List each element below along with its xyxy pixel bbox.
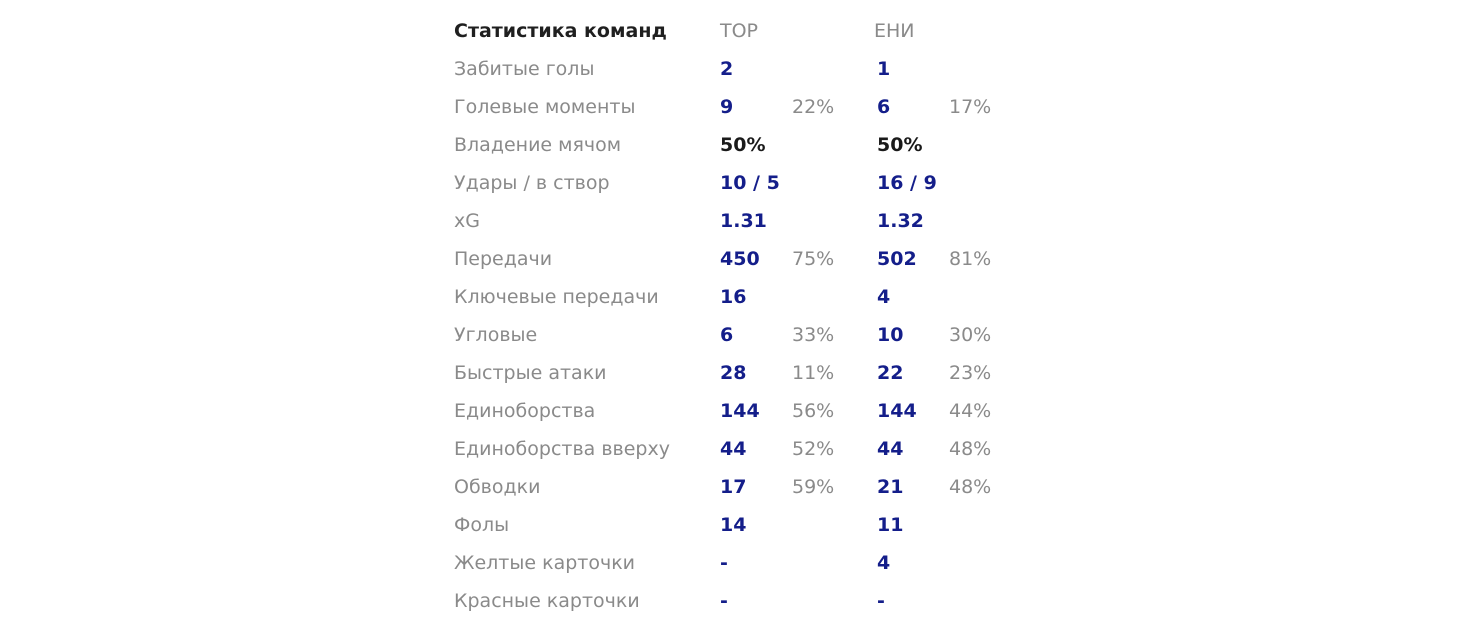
team2-value: 50%: [877, 134, 923, 156]
stat-row-fast-attacks: Быстрые атаки 28 11% 22 23%: [454, 354, 1014, 392]
team2-percent: 44%: [949, 400, 992, 422]
team2-percent: 17%: [949, 96, 992, 118]
team2-value: 1: [877, 58, 891, 80]
stat-label: Единоборства: [454, 400, 596, 422]
team2-value: 1.32: [877, 210, 924, 232]
stat-label: Ключевые передачи: [454, 286, 659, 308]
stat-row-chances: Голевые моменты 9 22% 6 17%: [454, 88, 1014, 126]
team2-value: 4: [877, 552, 891, 574]
team1-value: 10 / 5: [720, 172, 780, 194]
stat-label: Желтые карточки: [454, 552, 636, 574]
stat-row-red-cards: Красные карточки - -: [454, 582, 1014, 620]
team2-value: 44: [877, 438, 904, 460]
team2-percent: 23%: [949, 362, 992, 384]
team1-value: 144: [720, 400, 760, 422]
team2-value: 144: [877, 400, 917, 422]
stat-row-aerial-duels: Единоборства вверху 44 52% 44 48%: [454, 430, 1014, 468]
team2-value: 21: [877, 476, 904, 498]
stat-label: Голевые моменты: [454, 96, 636, 118]
team2-value: 502: [877, 248, 917, 270]
stat-row-yellow-cards: Желтые карточки - 4: [454, 544, 1014, 582]
team1-value: 2: [720, 58, 734, 80]
team2-value: 11: [877, 514, 904, 536]
team-stats-table: Статистика команд ТОР ЕНИ Забитые голы 2…: [454, 12, 1014, 620]
stats-header-row: Статистика команд ТОР ЕНИ: [454, 12, 1014, 50]
stats-title: Статистика команд: [454, 20, 667, 42]
stat-label: Передачи: [454, 248, 553, 270]
stat-label: Быстрые атаки: [454, 362, 607, 384]
team1-value: -: [720, 552, 728, 574]
team2-value: -: [877, 590, 885, 612]
stat-label: Обводки: [454, 476, 541, 498]
stat-label: Угловые: [454, 324, 538, 346]
team1-value: 9: [720, 96, 734, 118]
team1-percent: 11%: [792, 362, 835, 384]
stat-row-key-passes: Ключевые передачи 16 4: [454, 278, 1014, 316]
team1-value: 450: [720, 248, 760, 270]
team1-percent: 59%: [792, 476, 835, 498]
team1-value: 14: [720, 514, 747, 536]
team1-value: 50%: [720, 134, 766, 156]
stat-label: Единоборства вверху: [454, 438, 670, 460]
team2-name: ЕНИ: [874, 20, 915, 42]
stat-label: Удары / в створ: [454, 172, 610, 194]
team1-value: 44: [720, 438, 747, 460]
team1-value: 17: [720, 476, 747, 498]
team1-percent: 52%: [792, 438, 835, 460]
stat-row-goals: Забитые голы 2 1: [454, 50, 1014, 88]
team2-value: 10: [877, 324, 904, 346]
stat-label: Забитые голы: [454, 58, 595, 80]
team1-value: 16: [720, 286, 747, 308]
team2-value: 22: [877, 362, 904, 384]
stat-row-shots: Удары / в створ 10 / 5 16 / 9: [454, 164, 1014, 202]
stat-label: Красные карточки: [454, 590, 640, 612]
team2-percent: 48%: [949, 438, 992, 460]
team2-percent: 81%: [949, 248, 992, 270]
stat-row-fouls: Фолы 14 11: [454, 506, 1014, 544]
stat-row-corners: Угловые 6 33% 10 30%: [454, 316, 1014, 354]
team1-value: 28: [720, 362, 747, 384]
stat-row-duels: Единоборства 144 56% 144 44%: [454, 392, 1014, 430]
team1-value: 6: [720, 324, 734, 346]
stat-label: xG: [454, 210, 480, 232]
team1-percent: 75%: [792, 248, 835, 270]
team1-percent: 56%: [792, 400, 835, 422]
stat-row-possession: Владение мячом 50% 50%: [454, 126, 1014, 164]
team2-value: 16 / 9: [877, 172, 937, 194]
stat-row-dribbles: Обводки 17 59% 21 48%: [454, 468, 1014, 506]
stat-label: Фолы: [454, 514, 510, 536]
stat-row-xg: xG 1.31 1.32: [454, 202, 1014, 240]
team2-percent: 48%: [949, 476, 992, 498]
stat-row-passes: Передачи 450 75% 502 81%: [454, 240, 1014, 278]
team1-value: -: [720, 590, 728, 612]
team2-value: 6: [877, 96, 891, 118]
team1-percent: 22%: [792, 96, 835, 118]
stat-label: Владение мячом: [454, 134, 622, 156]
team1-name: ТОР: [720, 20, 759, 42]
team2-percent: 30%: [949, 324, 992, 346]
team1-value: 1.31: [720, 210, 767, 232]
team1-percent: 33%: [792, 324, 835, 346]
team2-value: 4: [877, 286, 891, 308]
